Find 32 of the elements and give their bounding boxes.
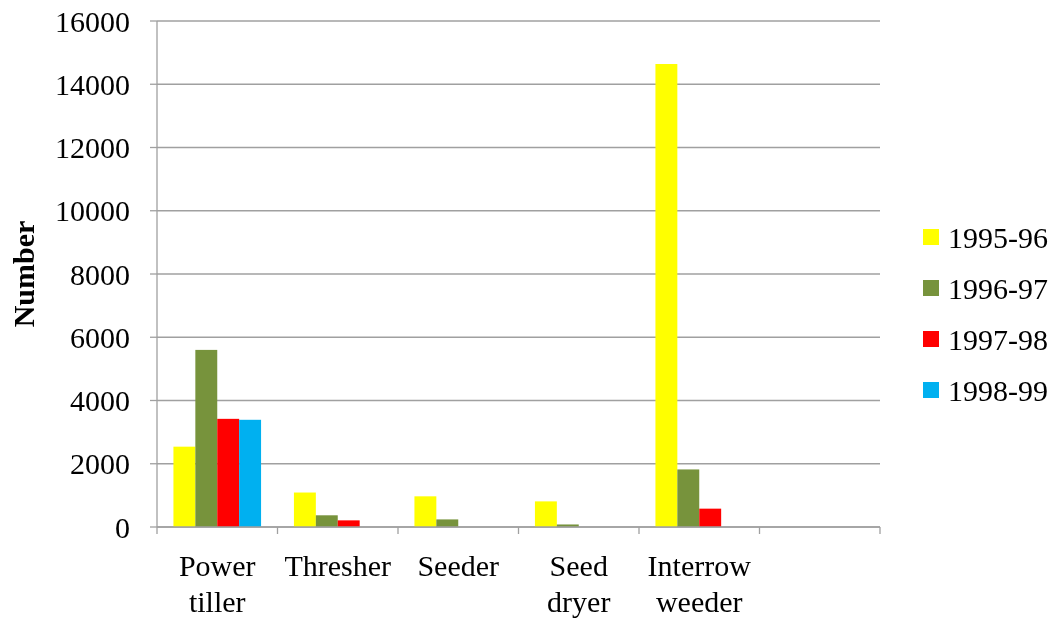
y-axis-title: Number (7, 220, 40, 328)
y-tick-label: 0 (115, 510, 130, 544)
y-tick-label: 14000 (55, 67, 130, 101)
bar (436, 519, 459, 527)
x-tick-label: Power tiller (178, 549, 256, 618)
bar (677, 469, 700, 527)
x-tick-label: Interrow weeder (647, 549, 752, 618)
x-tick-label: Thresher (284, 549, 392, 582)
bar (195, 349, 218, 527)
legend-label: 1996-97 (948, 271, 1048, 305)
y-tick-label: 4000 (70, 384, 130, 417)
legend-label: 1997-98 (948, 322, 1048, 356)
bar (173, 446, 196, 527)
y-tick-label: 12000 (55, 131, 130, 164)
bar (534, 501, 557, 527)
y-tick-label: 10000 (55, 194, 130, 228)
bar (655, 64, 678, 527)
legend-label: 1995-96 (948, 220, 1048, 254)
y-tick-label: 16000 (55, 4, 130, 38)
bar (217, 418, 240, 527)
y-tick-label: 8000 (70, 257, 130, 291)
bar (699, 508, 722, 527)
y-tick-label: 2000 (70, 447, 130, 481)
bar (414, 496, 437, 527)
legend-label: 1998-99 (948, 373, 1048, 407)
y-tick-label: 6000 (70, 320, 130, 354)
bar (315, 515, 338, 527)
x-tick-label: Seeder (417, 549, 500, 582)
bar (239, 419, 262, 527)
bar (337, 520, 360, 527)
bar (293, 492, 316, 527)
x-tick-label: Seed dryer (547, 549, 611, 618)
